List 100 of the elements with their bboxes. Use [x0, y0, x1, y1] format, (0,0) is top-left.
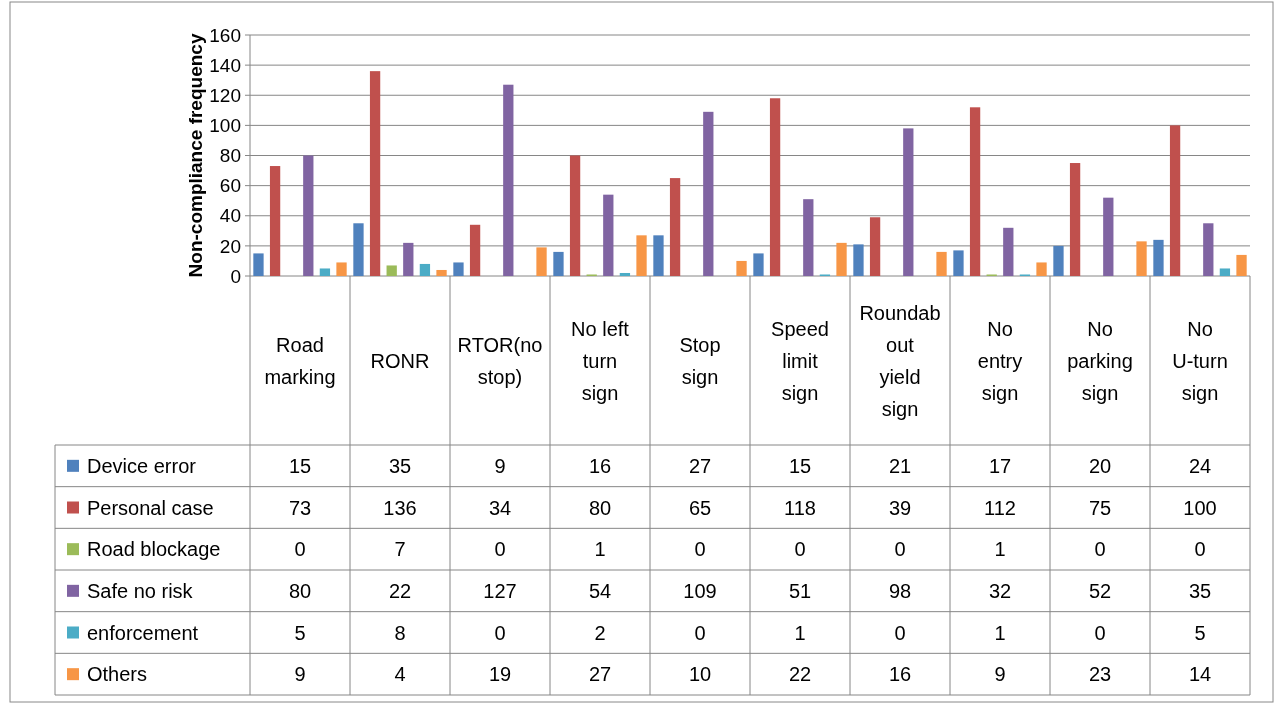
bar: [803, 199, 814, 276]
x-tick-label: No U-turn sign: [1172, 317, 1228, 404]
data-label: 75: [1088, 496, 1112, 519]
bar: [503, 84, 514, 276]
data-label: 98: [888, 579, 912, 602]
data-label: 39: [888, 496, 912, 519]
bar: [369, 71, 381, 276]
data-label: 21: [888, 454, 912, 477]
data-label: 27: [588, 663, 612, 686]
bar: [1069, 163, 1081, 276]
data-label: 16: [888, 663, 912, 686]
y-tick-label: 0: [230, 265, 241, 287]
bar: [619, 272, 631, 276]
bar: [753, 253, 764, 276]
x-tick-label: Stop sign: [679, 333, 721, 388]
legend-label: Personal case: [87, 496, 214, 519]
data-label: 24: [1188, 454, 1212, 477]
data-label: 27: [688, 454, 712, 477]
data-label: 65: [688, 496, 712, 519]
x-tick-label: Speed limit sign: [771, 317, 829, 404]
data-label: 1: [794, 621, 806, 644]
data-label: 52: [1088, 579, 1112, 602]
y-axis-title: Non-compliance frequency: [185, 33, 206, 278]
data-label: 80: [588, 496, 612, 519]
data-label: 5: [1194, 621, 1206, 644]
bar: [1236, 254, 1247, 276]
data-label: 22: [788, 663, 812, 686]
data-label: 15: [788, 454, 812, 477]
y-tick-label: 60: [219, 175, 241, 197]
data-label: 0: [694, 621, 706, 644]
y-tick-label: 40: [219, 205, 241, 227]
data-label: 35: [1188, 579, 1212, 602]
bar: [836, 242, 847, 276]
bar: [469, 224, 481, 276]
data-label: 0: [694, 538, 706, 561]
data-label: 5: [294, 621, 306, 644]
x-tick-label: No parking sign: [1067, 317, 1133, 404]
data-label: 10: [688, 663, 712, 686]
y-tick-label: 100: [209, 115, 241, 137]
data-label: 73: [288, 496, 312, 519]
data-label: 2: [594, 621, 606, 644]
bar: [569, 155, 581, 276]
data-label: 1: [994, 621, 1006, 644]
legend-label: Road blockage: [87, 538, 221, 561]
data-label: 9: [994, 663, 1006, 686]
bar: [903, 128, 914, 276]
data-label: 118: [784, 496, 816, 519]
legend-label: Safe no risk: [87, 579, 194, 602]
bar: [736, 260, 747, 276]
data-label: 0: [894, 538, 906, 561]
bar: [403, 242, 414, 276]
legend-label: Others: [87, 663, 148, 686]
data-label: 16: [588, 454, 612, 477]
bar: [1003, 227, 1014, 276]
x-tick-label: Roundabout yield sign: [859, 301, 941, 420]
data-label: 20: [1088, 454, 1112, 477]
data-label: 0: [1094, 621, 1106, 644]
bar: [769, 98, 781, 276]
bar: [453, 262, 464, 276]
x-tick-label: No entry sign: [977, 317, 1023, 404]
data-label: 100: [1183, 496, 1217, 519]
bar: [1036, 262, 1047, 276]
data-label: 19: [488, 663, 512, 686]
data-label: 0: [294, 538, 306, 561]
bar: [953, 250, 964, 276]
bar: [1053, 245, 1064, 276]
y-tick-label: 140: [209, 54, 241, 76]
data-label: 1: [994, 538, 1006, 561]
data-label: 112: [984, 496, 1016, 519]
data-label: 80: [288, 579, 312, 602]
bar: [969, 107, 981, 276]
legend-label: Device error: [87, 454, 197, 477]
bar: [386, 265, 397, 276]
y-tick-label: 20: [219, 235, 241, 257]
data-label: 23: [1088, 663, 1112, 686]
y-tick-label: 120: [209, 84, 241, 106]
data-label: 35: [388, 454, 412, 477]
data-label: 8: [394, 621, 406, 644]
bar: [853, 244, 864, 276]
bar: [419, 263, 431, 276]
bar: [669, 178, 681, 276]
x-tick-label: RONR: [370, 349, 430, 372]
data-label: 0: [794, 538, 806, 561]
data-label: 54: [588, 579, 612, 602]
bar: [869, 217, 881, 276]
data-label: 7: [394, 538, 406, 561]
data-label: 32: [988, 579, 1012, 602]
bar: [936, 251, 947, 276]
data-label: 0: [1094, 538, 1106, 561]
bar: [303, 155, 314, 276]
bar: [636, 235, 647, 276]
data-label: 136: [383, 496, 417, 519]
bar: [703, 111, 714, 276]
x-tick-label: RTOR(no stop): [457, 333, 543, 388]
data-label: 34: [488, 496, 512, 519]
data-label: 9: [294, 663, 306, 686]
y-tick-label: 80: [219, 145, 241, 167]
data-label: 0: [1194, 538, 1206, 561]
bar: [1169, 125, 1181, 276]
data-label: 127: [483, 579, 517, 602]
